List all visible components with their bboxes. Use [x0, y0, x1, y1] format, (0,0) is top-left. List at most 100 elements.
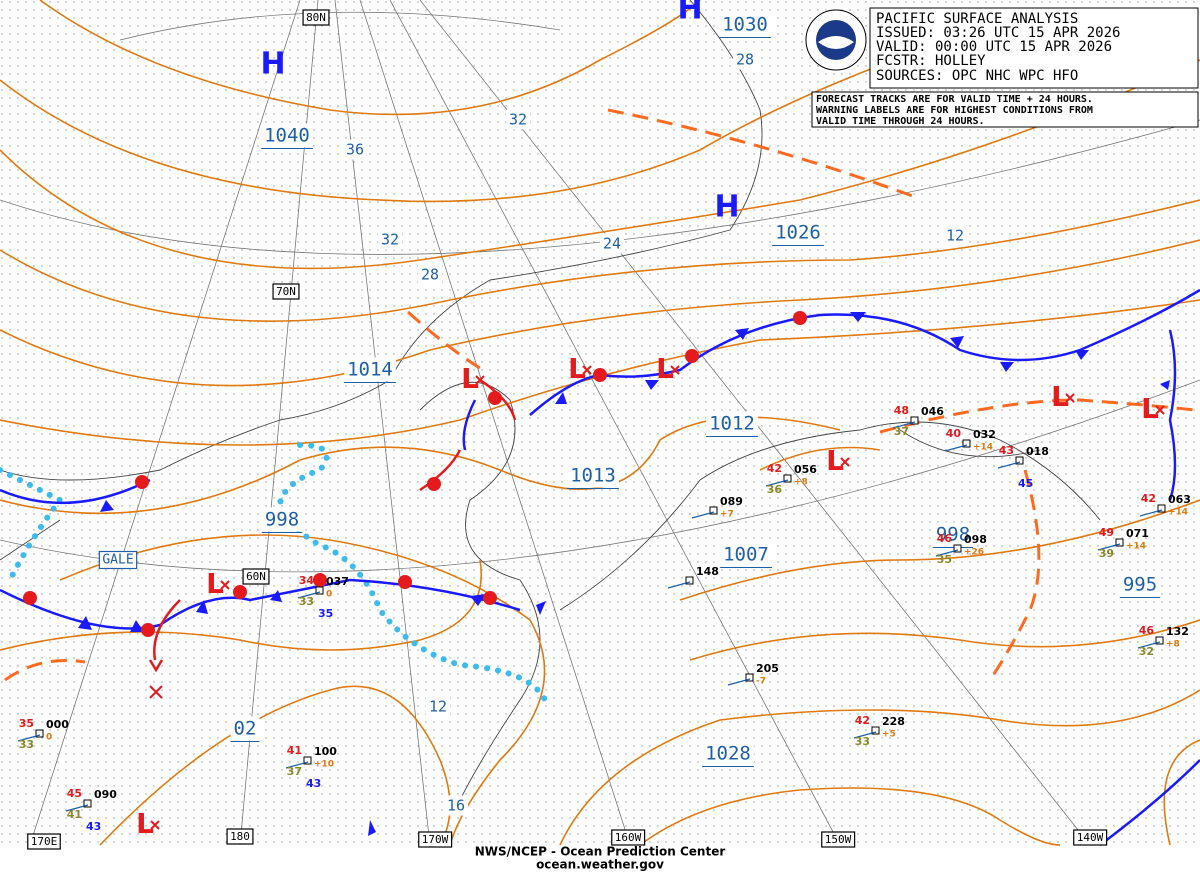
station-dew: 39 — [1099, 547, 1114, 560]
grid-label: 70N — [276, 285, 296, 298]
grid-label: 80N — [306, 11, 326, 24]
station-temp: 48 — [894, 404, 909, 417]
station-tendency: +14 — [973, 443, 993, 453]
station-wind-barb — [667, 581, 691, 589]
station-temp: 41 — [287, 744, 302, 757]
station-marker — [1155, 636, 1164, 645]
station-temp: 42 — [767, 462, 782, 475]
station-wind-barb — [285, 761, 309, 769]
station-dew: 33 — [299, 595, 314, 608]
station-temp: 40 — [946, 427, 962, 440]
station-temp: 34 — [299, 574, 315, 587]
station-tendency: +8 — [794, 478, 808, 488]
isobar-label-box — [599, 233, 625, 254]
pressure-label-box — [230, 716, 260, 741]
station-temp: 45 — [67, 787, 82, 800]
isobar-label-box — [505, 109, 531, 130]
station-temp: 49 — [1099, 526, 1114, 539]
station-wind: 43 — [86, 820, 101, 833]
pressure-label-box — [720, 542, 772, 567]
station-wind-barb — [1137, 641, 1161, 649]
low-center: L — [1141, 392, 1159, 425]
station-tendency: -7 — [756, 677, 766, 687]
station-wind: 45 — [1018, 477, 1033, 490]
station-tendency: +5 — [882, 730, 896, 740]
station-wind-barb — [1139, 509, 1163, 517]
low-center: L — [656, 352, 674, 385]
note-line: VALID TIME THROUGH 24 HOURS. — [816, 116, 985, 127]
pressure-label-box — [932, 522, 974, 547]
station-temp: 42 — [1141, 492, 1156, 505]
grid-label: 160W — [615, 831, 642, 844]
station-pressure: 148 — [696, 565, 719, 578]
station-dew: 32 — [1139, 645, 1154, 658]
station-marker — [745, 673, 754, 682]
high-center: H — [714, 190, 739, 225]
pressure-label: 1030 — [722, 14, 768, 36]
pressure-label: 1040 — [264, 125, 310, 147]
station-dew: 33 — [19, 738, 34, 751]
station-marker — [962, 439, 971, 448]
grid-label-box — [611, 829, 646, 846]
station-wind-barb — [853, 731, 877, 739]
station-pressure: 063 — [1168, 493, 1191, 506]
low-center: L — [136, 807, 154, 840]
pressure-label: 1028 — [705, 743, 751, 765]
station-wind-barb — [691, 511, 715, 519]
grid-label: 60N — [246, 570, 266, 583]
footer-line: ocean.weather.gov — [536, 858, 664, 872]
station-dew: 41 — [67, 808, 82, 821]
station-pressure: 100 — [314, 745, 337, 758]
grid-label-box — [418, 831, 453, 848]
station-marker — [1015, 456, 1024, 465]
pressure-label: 995 — [1123, 574, 1157, 596]
isobar-label: 32 — [381, 231, 399, 249]
low-center: L — [206, 567, 224, 600]
low-marker — [475, 375, 485, 385]
isobar-label-box — [417, 264, 443, 285]
station-marker — [685, 576, 694, 585]
footer-line: NWS/NCEP - Ocean Prediction Center — [475, 845, 726, 859]
pressure-label: 02 — [234, 718, 257, 740]
note-box — [811, 91, 1199, 128]
pressure-label-box — [702, 741, 754, 766]
grid-label: 140W — [1077, 831, 1104, 844]
station-wind-barb — [765, 479, 789, 487]
pressure-label: 1007 — [723, 544, 769, 566]
pressure-label-box — [706, 411, 758, 436]
grid-label-box — [226, 828, 254, 845]
station-marker — [910, 416, 919, 425]
grid-label-box — [272, 283, 300, 300]
graticule — [0, 0, 1200, 846]
pressure-label-box — [1119, 572, 1161, 597]
station-dew: 35 — [937, 553, 952, 566]
grid-label: 180 — [230, 830, 250, 843]
isobar-label: 32 — [509, 111, 527, 129]
troughs — [4, 108, 1196, 682]
station-tendency: 0 — [326, 590, 332, 600]
station-pressure: 018 — [1026, 445, 1049, 458]
station-pressure: 089 — [720, 495, 743, 508]
station-wind-barb — [17, 734, 41, 742]
station-pressure: 056 — [794, 463, 817, 476]
station-tendency: +7 — [720, 510, 734, 520]
station-pressure: 032 — [973, 428, 996, 441]
station-pressure: 071 — [1126, 527, 1149, 540]
header-sources: SOURCES: OPC NHC WPC HFO — [876, 68, 1078, 84]
isobar-label: 28 — [421, 266, 439, 284]
station-pressure: 098 — [964, 533, 987, 546]
isobars — [0, 0, 1200, 846]
note-line: FORECAST TRACKS ARE FOR VALID TIME + 24 … — [816, 94, 1093, 105]
station-marker — [1115, 538, 1124, 547]
pressure-label-box — [772, 220, 824, 245]
pressure-label-box — [567, 463, 619, 488]
low-marker — [220, 580, 230, 590]
station-temp: 46 — [1139, 624, 1155, 637]
low-center: L — [568, 352, 586, 385]
low-center: L — [461, 362, 479, 395]
station-wind-barb — [892, 421, 916, 429]
header-issued: ISSUED: 03:26 UTC 15 APR 2026 — [876, 25, 1120, 41]
warning-label-box — [98, 550, 138, 570]
station-tendency: +8 — [1166, 640, 1180, 650]
